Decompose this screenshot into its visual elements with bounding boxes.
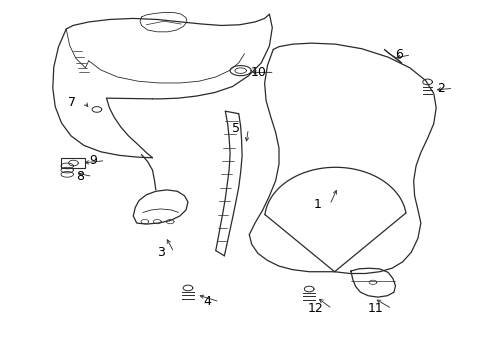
Text: 6: 6 xyxy=(394,48,402,61)
Bar xyxy=(61,158,85,168)
Text: 10: 10 xyxy=(250,66,265,79)
Text: 9: 9 xyxy=(89,154,97,167)
Text: 7: 7 xyxy=(68,96,76,109)
Text: 4: 4 xyxy=(203,295,210,308)
Text: 3: 3 xyxy=(157,246,165,259)
Text: 2: 2 xyxy=(436,82,444,95)
Text: 1: 1 xyxy=(313,198,321,211)
Text: 5: 5 xyxy=(231,122,239,135)
Text: 11: 11 xyxy=(367,302,383,315)
Text: 12: 12 xyxy=(307,302,323,315)
Text: 8: 8 xyxy=(76,170,84,183)
